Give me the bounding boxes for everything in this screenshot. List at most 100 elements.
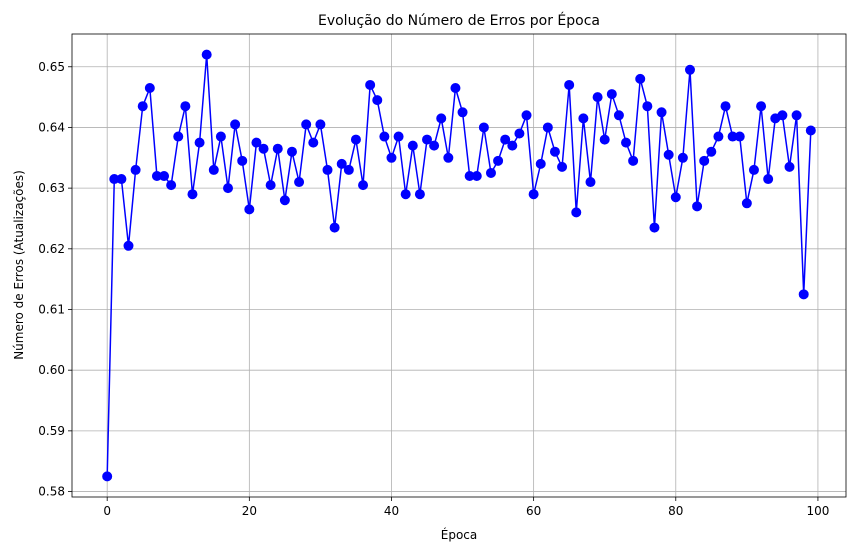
- data-point: [443, 152, 454, 163]
- data-point: [606, 89, 617, 100]
- data-point: [656, 107, 667, 118]
- x-tick-label: 40: [384, 504, 399, 518]
- data-point: [322, 164, 333, 175]
- data-point: [784, 161, 795, 172]
- y-tick-label: 0.58: [38, 485, 65, 499]
- data-point: [294, 177, 305, 188]
- grid-layer: [72, 34, 846, 497]
- data-point: [230, 119, 241, 130]
- data-point: [173, 131, 184, 142]
- data-point: [756, 101, 767, 112]
- x-tick-label: 60: [526, 504, 541, 518]
- data-point: [741, 198, 752, 209]
- data-point: [478, 122, 489, 133]
- data-point: [500, 134, 511, 145]
- data-point: [471, 170, 482, 181]
- data-point: [166, 180, 177, 191]
- data-point: [535, 158, 546, 169]
- series-line: [106, 53, 812, 477]
- data-point: [286, 146, 297, 157]
- y-axis-label: Número de Erros (Atualizações): [12, 170, 26, 360]
- data-point: [159, 170, 170, 181]
- y-tick-label: 0.64: [38, 120, 65, 134]
- data-point: [144, 83, 155, 94]
- plot-frame: [71, 33, 847, 498]
- x-tick-label: 80: [668, 504, 683, 518]
- data-point: [279, 195, 290, 206]
- data-point: [329, 222, 340, 233]
- data-point: [379, 131, 390, 142]
- data-point: [365, 79, 376, 90]
- data-point: [414, 189, 425, 200]
- data-point: [194, 137, 205, 148]
- chart-title: Evolução do Número de Erros por Época: [318, 12, 600, 29]
- data-point: [102, 471, 113, 482]
- data-point: [223, 183, 234, 194]
- x-axis-label: Época: [441, 527, 478, 542]
- data-point: [763, 174, 774, 185]
- data-point: [265, 180, 276, 191]
- data-point: [748, 164, 759, 175]
- data-point: [549, 146, 560, 157]
- data-point: [677, 152, 688, 163]
- data-point: [571, 207, 582, 218]
- data-point: [301, 119, 312, 130]
- data-point: [592, 92, 603, 103]
- data-point: [343, 164, 354, 175]
- data-point: [123, 240, 134, 251]
- data-point: [720, 101, 731, 112]
- data-point: [734, 131, 745, 142]
- data-point: [542, 122, 553, 133]
- data-point: [180, 101, 191, 112]
- y-tick-label: 0.65: [38, 60, 65, 74]
- data-point: [201, 49, 212, 60]
- data-point: [564, 79, 575, 90]
- data-point: [308, 137, 319, 148]
- data-point: [358, 180, 369, 191]
- data-point: [208, 164, 219, 175]
- data-point: [628, 155, 639, 166]
- data-point: [393, 131, 404, 142]
- data-point: [493, 155, 504, 166]
- data-point: [400, 189, 411, 200]
- x-tick-label: 100: [806, 504, 829, 518]
- data-point: [507, 140, 518, 151]
- data-point: [699, 155, 710, 166]
- data-point: [251, 137, 262, 148]
- x-tick-label: 0: [103, 504, 111, 518]
- data-point: [642, 101, 653, 112]
- y-tick-label: 0.59: [38, 424, 65, 438]
- data-point: [521, 110, 532, 121]
- data-point: [422, 134, 433, 145]
- data-point: [244, 204, 255, 215]
- data-point: [116, 174, 127, 185]
- data-point: [215, 131, 226, 142]
- data-point: [635, 73, 646, 84]
- data-point: [258, 143, 269, 154]
- data-point: [599, 134, 610, 145]
- y-tick-label: 0.61: [38, 302, 65, 316]
- data-point: [407, 140, 418, 151]
- data-point: [805, 125, 816, 136]
- data-point: [621, 137, 632, 148]
- data-point: [350, 134, 361, 145]
- tick-layer: 0 20 40 60 80 100 0.58 0.59 0.60 0.61 0.62 0.63 0.64…: [38, 60, 829, 518]
- data-point: [528, 189, 539, 200]
- data-point: [514, 128, 525, 139]
- data-point: [137, 101, 148, 112]
- data-point: [684, 64, 695, 75]
- data-point: [315, 119, 326, 130]
- data-point: [791, 110, 802, 121]
- data-point: [450, 83, 461, 94]
- data-point: [429, 140, 440, 151]
- data-point: [798, 289, 809, 300]
- data-point: [237, 155, 248, 166]
- data-point: [436, 113, 447, 124]
- data-point: [187, 189, 198, 200]
- data-point: [336, 158, 347, 169]
- data-point: [713, 131, 724, 142]
- data-point: [613, 110, 624, 121]
- data-point: [130, 164, 141, 175]
